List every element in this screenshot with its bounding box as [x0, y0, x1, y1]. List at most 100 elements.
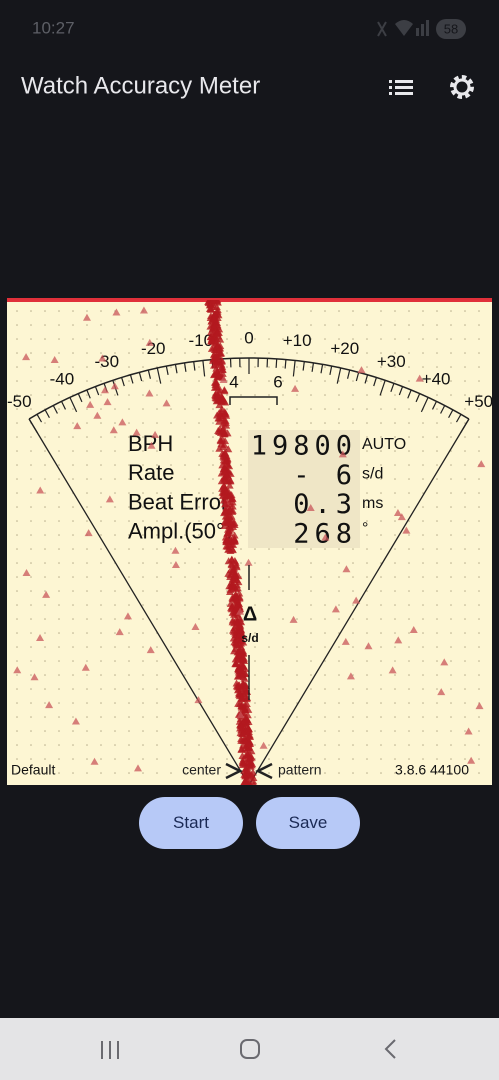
- scale-tick: [138, 372, 143, 382]
- battery-level: 58: [444, 21, 458, 36]
- scale-tick: [440, 405, 446, 414]
- footer-version: 3.8.6 44100: [395, 762, 469, 778]
- save-button[interactable]: Save: [256, 797, 360, 849]
- scale-tick: [420, 397, 429, 413]
- trace-point: [243, 745, 252, 753]
- trace-point: [212, 383, 221, 391]
- trace-point: [105, 495, 114, 503]
- trace-point: [191, 623, 200, 631]
- trace-point: [71, 717, 80, 725]
- readout-value: 0.3: [293, 489, 357, 520]
- scale-tick: [275, 358, 278, 368]
- settings-icon[interactable]: [450, 75, 474, 99]
- scale-tick: [379, 380, 386, 396]
- trace-point: [209, 322, 218, 330]
- trace-point: [219, 482, 228, 490]
- trace-point: [235, 689, 244, 697]
- trace-point: [244, 558, 253, 566]
- trace-point: [224, 445, 233, 453]
- trace-point: [237, 659, 246, 667]
- trace-point: [244, 728, 253, 736]
- trace-point: [477, 460, 486, 468]
- scale-tick: [311, 362, 315, 372]
- start-button[interactable]: Start: [139, 797, 243, 849]
- trace-point: [321, 533, 330, 541]
- trace-point: [228, 618, 237, 626]
- trace-point: [242, 776, 251, 784]
- trace-point: [230, 535, 239, 543]
- top-line: [7, 298, 492, 302]
- trace-point: [246, 754, 255, 762]
- scale-tick: [346, 369, 351, 379]
- trace-point: [110, 382, 119, 390]
- trace-point: [397, 513, 406, 521]
- trace-point: [30, 673, 39, 681]
- nav-icons[interactable]: [101, 1039, 396, 1059]
- trace-point: [215, 401, 224, 409]
- trace-point: [221, 499, 230, 507]
- scale-tick: [61, 401, 67, 410]
- scale-tick: [36, 414, 43, 423]
- trace-point: [219, 442, 228, 450]
- trace-point: [211, 310, 220, 318]
- trace-point: [235, 665, 244, 673]
- trace-point: [222, 507, 231, 515]
- trace-point: [409, 625, 418, 633]
- trace-point: [145, 338, 154, 346]
- scale-tick: [202, 360, 206, 377]
- trace-point: [206, 304, 215, 312]
- readout-unit: ms: [362, 495, 383, 512]
- trace-point: [220, 463, 229, 471]
- trace-point: [228, 494, 237, 502]
- trace-point: [86, 400, 95, 408]
- trace-point: [338, 450, 347, 458]
- trace-point: [346, 672, 355, 680]
- list-icon[interactable]: [389, 80, 413, 95]
- trace-point: [162, 399, 171, 407]
- scale-label: -20: [141, 339, 166, 358]
- trace-point: [209, 300, 218, 304]
- trace-point: [213, 300, 222, 306]
- trace-point: [239, 662, 248, 670]
- trace-point: [36, 486, 45, 494]
- scale-tick: [129, 374, 134, 384]
- trace-point: [98, 354, 107, 362]
- trace-point: [231, 655, 240, 663]
- trace-point: [306, 504, 315, 512]
- trace-point: [100, 386, 109, 394]
- app-title: Watch Accuracy Meter: [21, 72, 260, 99]
- trace-point: [227, 555, 236, 563]
- scale-tick: [373, 377, 377, 387]
- trace-point: [50, 356, 59, 364]
- trace-point: [224, 525, 233, 533]
- footer-mode: Default: [11, 762, 55, 778]
- trace-point: [224, 468, 233, 476]
- trace-point: [467, 756, 476, 764]
- trace-point: [146, 646, 155, 654]
- trace-point: [237, 643, 246, 651]
- trace-point: [22, 569, 31, 577]
- trace-point: [132, 428, 141, 436]
- footer-pattern: pattern: [278, 762, 322, 778]
- trace-point: [437, 688, 446, 696]
- trace-point: [225, 545, 234, 553]
- scale-tick: [174, 364, 178, 374]
- dial-marks: [229, 396, 278, 700]
- trace-point: [222, 487, 231, 495]
- trace-point: [219, 395, 228, 403]
- trace-point: [82, 313, 91, 321]
- trace-point: [147, 441, 156, 449]
- fan-line: [28, 418, 250, 785]
- trace-point: [118, 418, 127, 426]
- scale-tick: [183, 362, 187, 372]
- trace-point: [216, 335, 225, 343]
- inner-label: 4: [229, 372, 238, 391]
- trace-point: [233, 584, 242, 592]
- trace-point: [209, 315, 218, 323]
- readout-label: Beat Error: [128, 489, 228, 514]
- trace-point: [109, 426, 118, 434]
- scale-tick: [77, 393, 83, 403]
- inner-label: 6: [273, 372, 282, 391]
